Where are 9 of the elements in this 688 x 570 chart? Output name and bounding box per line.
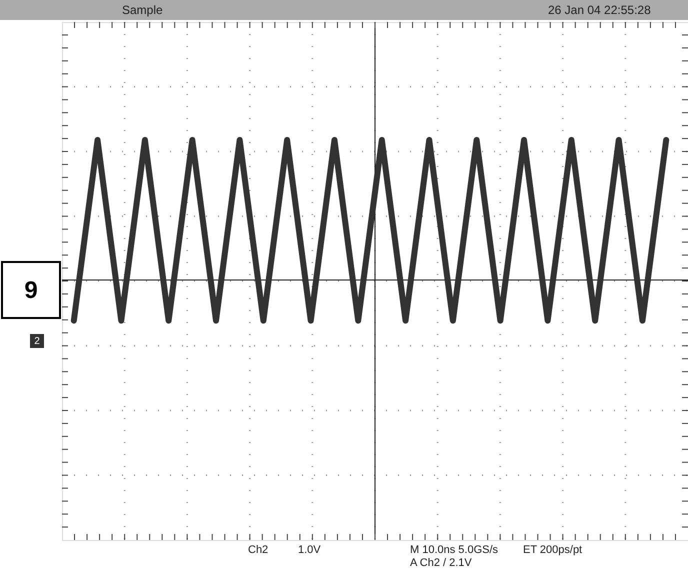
text: M 10.0ns 5.0GS/s [410,544,499,556]
text: ET 200ps/pt [523,544,582,556]
text: 9 [24,277,38,304]
text: 26 Jan 04 22:55:28 [548,3,652,17]
text: Ch2 [248,544,268,556]
text: A Ch2 / 2.1V [410,557,472,569]
text: 2 [34,336,40,347]
text: 1.0V [298,544,322,556]
text: Sample [122,3,164,17]
